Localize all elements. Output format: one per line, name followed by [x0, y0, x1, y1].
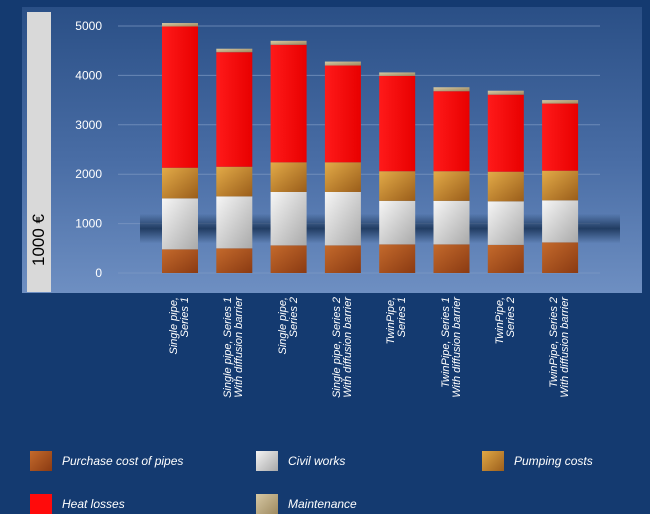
bar-segment	[324, 191, 361, 246]
bar-segment	[379, 244, 416, 273]
bar-segment	[216, 166, 253, 197]
bar-segment	[433, 87, 470, 92]
bar-segment	[487, 244, 524, 273]
legend-item-civil: Civil works	[256, 451, 345, 471]
legend-label-civil: Civil works	[288, 454, 346, 468]
bar-segment	[216, 52, 253, 167]
bar-segment	[542, 242, 579, 273]
bar-segment	[216, 196, 253, 249]
bar-segment	[433, 200, 470, 245]
bar-segment	[162, 198, 198, 250]
bar-segment	[487, 90, 524, 95]
legend-label-maintenance: Maintenance	[288, 497, 357, 511]
bar-segment	[487, 94, 524, 172]
bar-segment	[542, 170, 579, 201]
bar-segment	[433, 171, 470, 201]
x-tick-label: TwinPipe, Series 1	[385, 297, 409, 345]
bar-segment	[162, 26, 198, 168]
bar-segment	[542, 100, 579, 104]
civil-works-swatch	[256, 451, 278, 471]
bar-segment	[379, 75, 416, 172]
bar-segment	[433, 244, 470, 273]
bar-segment	[324, 162, 361, 192]
x-tick-label: TwinPipe, Series 2 With diffusion barrie…	[548, 297, 572, 398]
heat-loss-swatch	[30, 494, 52, 514]
y-tick-label: 1000	[75, 217, 102, 231]
y-tick-label: 3000	[75, 118, 102, 132]
legend-label-purchase: Purchase cost of pipes	[62, 454, 184, 468]
bar-segment	[324, 61, 361, 66]
y-tick-label: 4000	[75, 68, 102, 82]
pipe-cost-swatch	[30, 451, 52, 471]
bar-segment	[162, 23, 198, 27]
bar-segment	[379, 72, 416, 76]
bar-segment	[270, 44, 307, 163]
x-tick-label: TwinPipe, Series 2	[493, 297, 517, 345]
y-tick-label: 5000	[75, 19, 102, 33]
bar-segment	[433, 91, 470, 172]
stacked-bar-chart: 0 1000 2000 3000 4000 5000	[75, 19, 620, 280]
legend-label-heat: Heat losses	[62, 497, 125, 511]
bar-segment	[270, 245, 307, 273]
bar-segment	[216, 248, 253, 273]
y-axis-label-bar	[27, 12, 51, 292]
legend-label-pumping: Pumping costs	[514, 454, 593, 468]
x-tick-label: Single pipe, Series 1	[168, 297, 191, 355]
bar-segment	[216, 48, 253, 53]
bar-segment	[162, 249, 198, 273]
bar-segment	[487, 201, 524, 245]
y-tick-label: 0	[95, 266, 102, 280]
bar-segment	[270, 40, 307, 45]
x-tick-label: Single pipe, Series 2 With diffusion bar…	[330, 297, 354, 398]
maintenance-swatch	[256, 494, 278, 514]
bar-segment	[324, 65, 361, 163]
x-tick-label: Single pipe, Series 1 With diffusion bar…	[222, 297, 246, 398]
bar-segment	[324, 245, 361, 273]
legend-item-maintenance: Maintenance	[256, 494, 357, 514]
bar-segment	[379, 200, 416, 245]
bar-segment	[542, 103, 579, 171]
bar-segment	[487, 171, 524, 202]
bar-segment	[379, 171, 416, 201]
bar-segment	[270, 191, 307, 246]
y-tick-label: 2000	[75, 167, 102, 181]
bar-segment	[162, 167, 198, 199]
x-tick-label: TwinPipe, Series 1 With diffusion barrie…	[439, 297, 463, 398]
pumping-swatch	[482, 451, 504, 471]
x-tick-label: Single pipe, Series 2	[276, 297, 300, 355]
bar-segment	[270, 162, 307, 192]
legend-item-purchase: Purchase cost of pipes	[30, 451, 183, 471]
legend-item-pumping: Pumping costs	[482, 451, 593, 471]
bar-segment	[542, 200, 579, 243]
legend-item-heat: Heat losses	[30, 494, 125, 514]
